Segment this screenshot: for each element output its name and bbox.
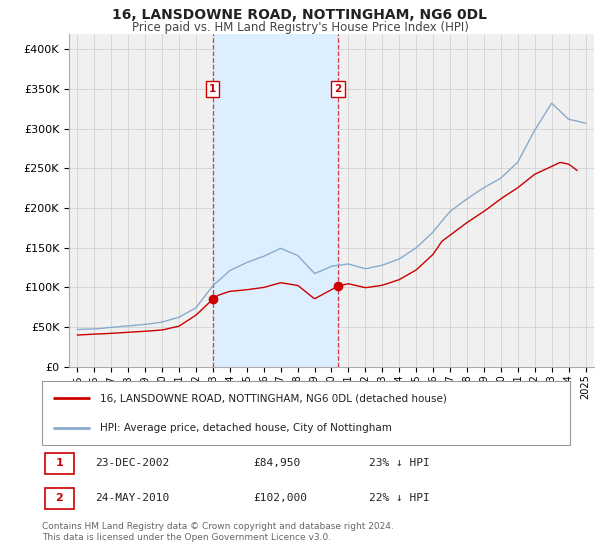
Text: 24-MAY-2010: 24-MAY-2010 <box>95 493 169 503</box>
Text: £84,950: £84,950 <box>253 459 301 468</box>
Text: Price paid vs. HM Land Registry's House Price Index (HPI): Price paid vs. HM Land Registry's House … <box>131 21 469 34</box>
Text: 1: 1 <box>55 459 63 468</box>
Text: 2: 2 <box>334 84 342 94</box>
Text: 16, LANSDOWNE ROAD, NOTTINGHAM, NG6 0DL (detached house): 16, LANSDOWNE ROAD, NOTTINGHAM, NG6 0DL … <box>100 393 447 403</box>
FancyBboxPatch shape <box>44 488 74 509</box>
Text: This data is licensed under the Open Government Licence v3.0.: This data is licensed under the Open Gov… <box>42 533 331 542</box>
Text: 23-DEC-2002: 23-DEC-2002 <box>95 459 169 468</box>
Text: 16, LANSDOWNE ROAD, NOTTINGHAM, NG6 0DL: 16, LANSDOWNE ROAD, NOTTINGHAM, NG6 0DL <box>113 8 487 22</box>
Text: HPI: Average price, detached house, City of Nottingham: HPI: Average price, detached house, City… <box>100 423 392 433</box>
Text: Contains HM Land Registry data © Crown copyright and database right 2024.: Contains HM Land Registry data © Crown c… <box>42 522 394 531</box>
FancyBboxPatch shape <box>42 381 570 445</box>
FancyBboxPatch shape <box>44 453 74 474</box>
Text: 2: 2 <box>55 493 63 503</box>
Text: 1: 1 <box>209 84 216 94</box>
Bar <box>212 34 338 367</box>
Text: 22% ↓ HPI: 22% ↓ HPI <box>370 493 430 503</box>
Text: 23% ↓ HPI: 23% ↓ HPI <box>370 459 430 468</box>
Text: £102,000: £102,000 <box>253 493 307 503</box>
